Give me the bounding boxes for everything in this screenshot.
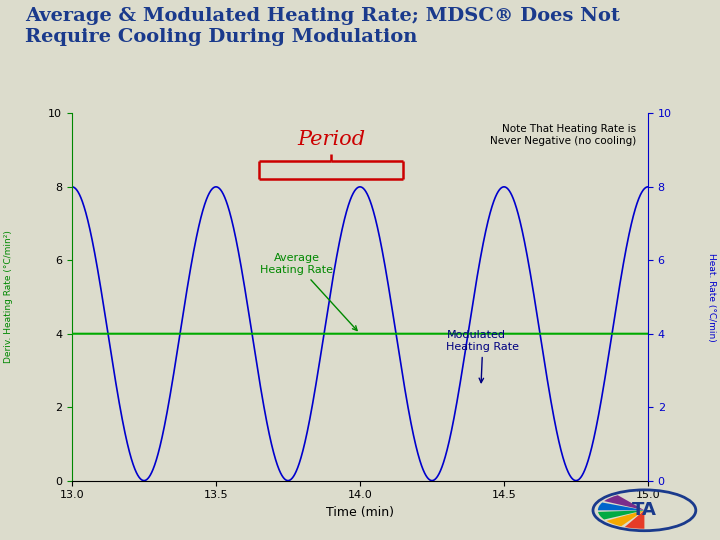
X-axis label: Time (min): Time (min) <box>326 506 394 519</box>
Wedge shape <box>606 510 644 526</box>
Text: TA: TA <box>632 501 657 519</box>
Text: Average & Modulated Heating Rate; MDSC® Does Not
Require Cooling During Modulati: Average & Modulated Heating Rate; MDSC® … <box>25 8 620 46</box>
Text: Modulated
Heating Rate: Modulated Heating Rate <box>446 330 519 383</box>
Wedge shape <box>598 510 644 519</box>
Wedge shape <box>598 503 644 510</box>
Text: Heat. Rate (°C/min): Heat. Rate (°C/min) <box>707 253 716 341</box>
Wedge shape <box>604 495 644 510</box>
Text: Period: Period <box>297 130 365 148</box>
Text: Deriv. Heating Rate (°C/min²): Deriv. Heating Rate (°C/min²) <box>4 231 13 363</box>
Wedge shape <box>625 510 644 529</box>
Text: Average
Heating Rate: Average Heating Rate <box>260 253 357 330</box>
Text: Note That Heating Rate is
Never Negative (no cooling): Note That Heating Rate is Never Negative… <box>490 124 636 146</box>
